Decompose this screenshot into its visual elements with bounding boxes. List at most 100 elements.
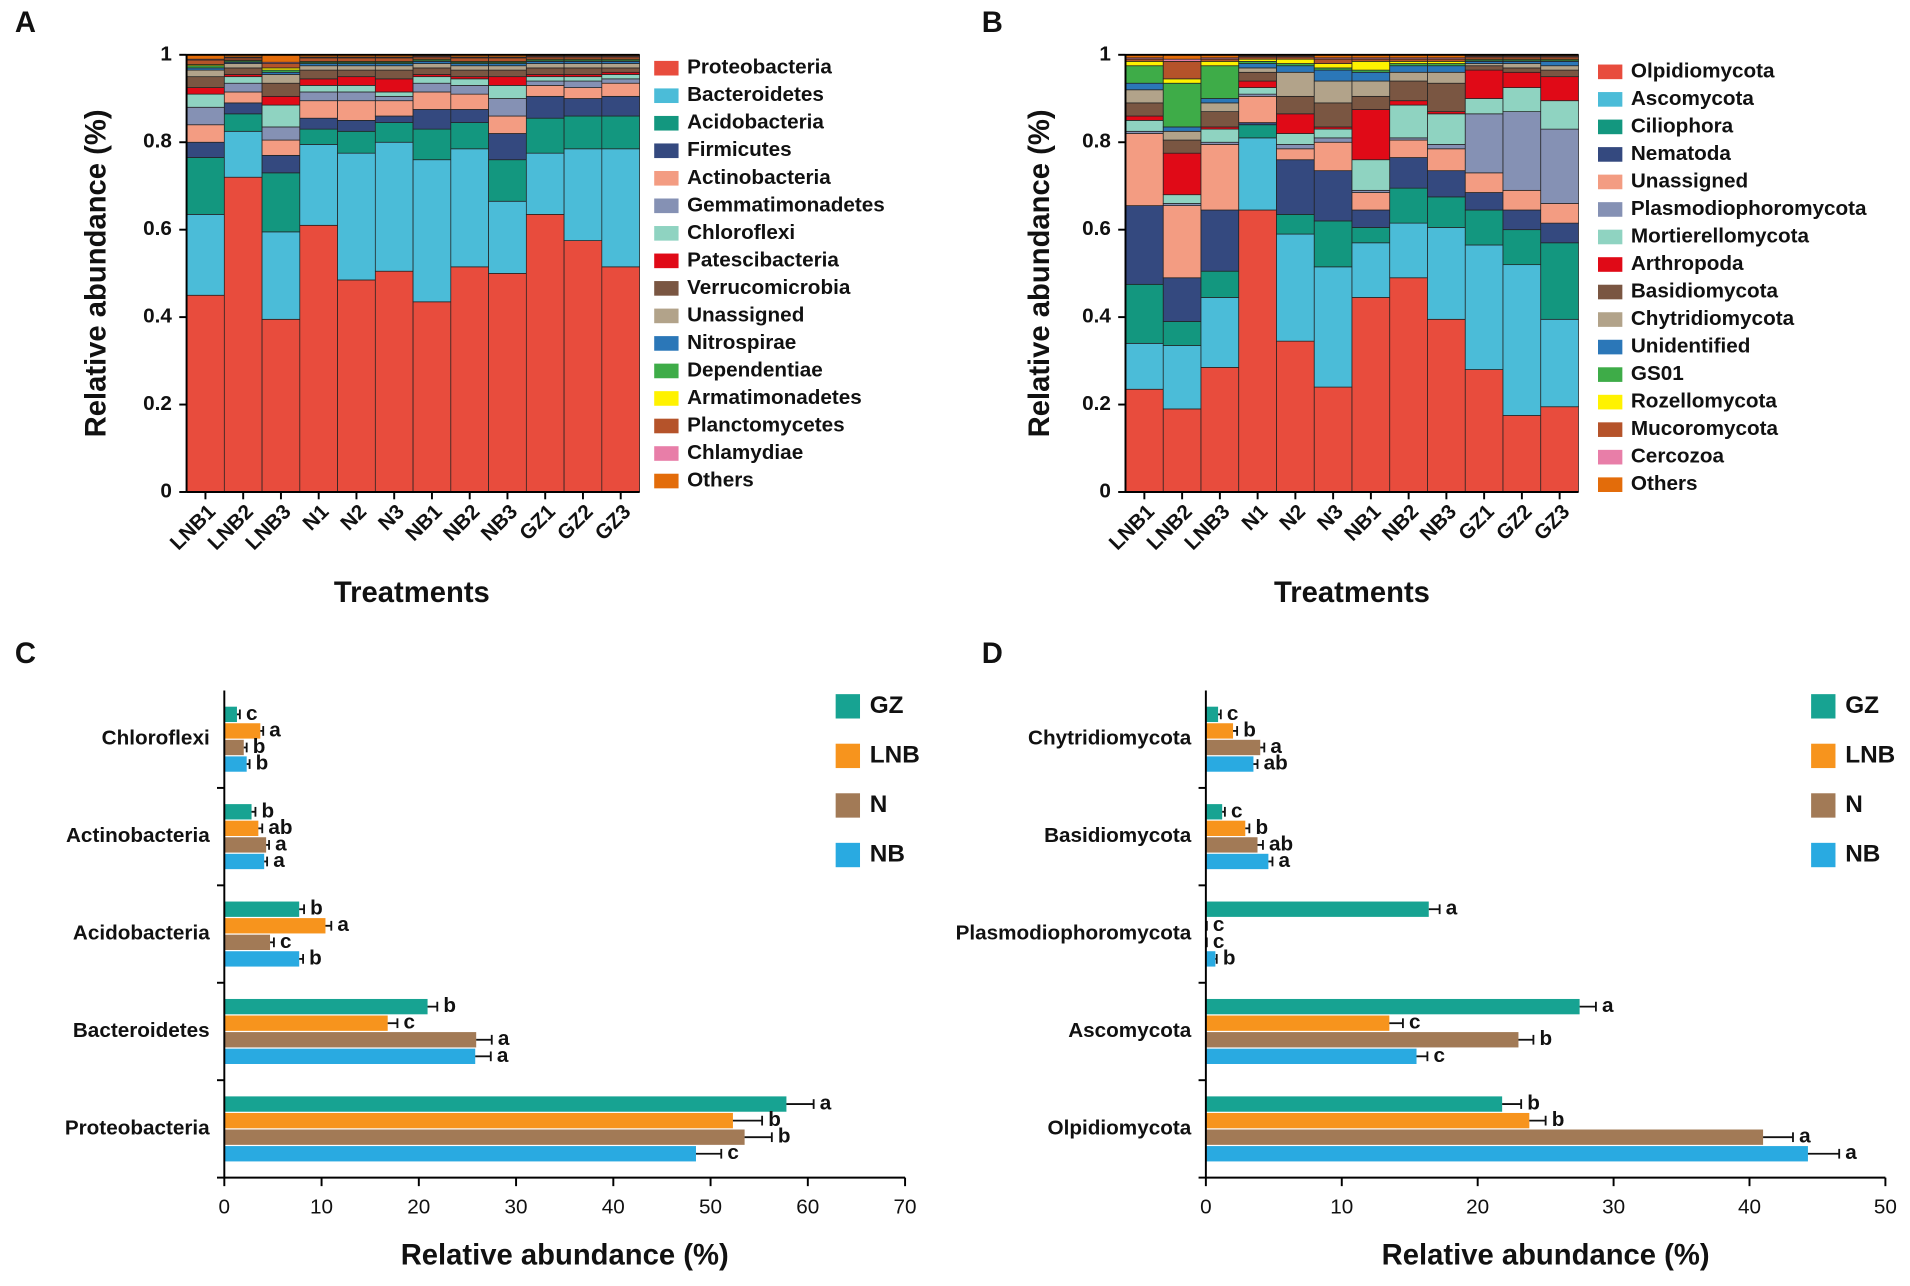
y-tick-label: 0.4 (1082, 305, 1111, 328)
bar-segment (261, 104, 301, 128)
bar-segment (1502, 264, 1542, 416)
bar-segment (1200, 128, 1240, 143)
bar-segment (261, 82, 301, 97)
bar-segment (337, 69, 376, 78)
x-tick-label: 0 (1200, 1196, 1212, 1219)
legend-label: N (870, 791, 888, 818)
bar-segment (1276, 113, 1315, 134)
y-tick-label: 0.2 (143, 392, 172, 415)
bar-segment (601, 115, 640, 150)
significance-label: b (1527, 1092, 1540, 1115)
bar-segment (1313, 63, 1353, 69)
x-tick-label: GZ2 (553, 500, 598, 545)
significance-label: b (310, 897, 323, 920)
legend-swatch (1598, 449, 1623, 465)
bar-segment (563, 67, 603, 75)
bar-segment (1125, 342, 1164, 390)
bar-segment (488, 133, 527, 161)
bar-segment (525, 67, 565, 75)
legend-swatch (1598, 367, 1623, 382)
bar (1205, 901, 1429, 917)
bar-segment (337, 279, 376, 493)
x-tick-label: 50 (699, 1196, 722, 1219)
y-tick-label: 0.8 (1082, 130, 1111, 153)
bar-segment (374, 95, 414, 102)
legend-swatch (835, 842, 861, 868)
bar-segment (186, 93, 225, 108)
legend-label: Planctomycetes (687, 413, 845, 436)
bar-segment (1125, 388, 1164, 493)
legend-swatch (1811, 743, 1836, 769)
bar-segment (1389, 157, 1428, 189)
bar-segment (1162, 82, 1202, 128)
bar-segment (601, 148, 640, 268)
bar-segment (1427, 170, 1466, 198)
legend-swatch (654, 391, 679, 406)
bar-segment (1276, 340, 1315, 493)
bar-segment (1200, 102, 1240, 113)
bar (224, 951, 300, 967)
bar-segment (1276, 71, 1315, 97)
bar-segment (299, 128, 338, 145)
bar-segment (1313, 220, 1353, 268)
bar (224, 1015, 388, 1031)
bar-segment (261, 318, 301, 493)
significance-label: c (1213, 913, 1225, 936)
significance-label: b (309, 946, 322, 969)
bar-segment (450, 69, 489, 78)
legend-swatch (1598, 174, 1623, 190)
bar (1205, 1048, 1417, 1064)
bar-segment (1162, 277, 1202, 322)
legend-label: Ciliophora (1631, 114, 1734, 137)
bar-segment (261, 126, 301, 141)
bar-segment (1427, 65, 1466, 73)
legend-swatch (654, 473, 679, 489)
bar-segment (563, 98, 603, 117)
bar-segment (1276, 58, 1315, 64)
bar-segment (1125, 102, 1164, 117)
bar-segment (1313, 128, 1353, 139)
legend-label: N (1845, 791, 1863, 818)
bar-segment (450, 148, 489, 268)
legend-label: NB (870, 840, 905, 867)
bar-segment (1540, 65, 1579, 71)
legend-label: LNB (870, 741, 920, 768)
category-label: Proteobacteria (65, 1116, 210, 1139)
bar-segment (374, 100, 414, 117)
legend-label: Unassigned (1631, 169, 1748, 192)
x-tick-label: NB1 (1340, 500, 1386, 546)
bar-segment (450, 65, 489, 71)
significance-label: ab (1264, 752, 1288, 775)
bar-segment (299, 224, 338, 493)
category-label: Acidobacteria (73, 922, 210, 945)
bar-segment (1351, 297, 1391, 493)
bar (224, 723, 261, 739)
bar-segment (261, 154, 301, 174)
bar (224, 706, 237, 723)
significance-label: b (768, 1108, 781, 1131)
significance-label: b (1255, 816, 1268, 839)
bar-segment (1540, 406, 1579, 493)
legend-label: Nematoda (1631, 142, 1732, 165)
legend-label: Chloroflexi (687, 221, 795, 244)
significance-label: c (1409, 1011, 1421, 1034)
legend-swatch (654, 226, 679, 241)
y-tick-label: 0 (1099, 479, 1111, 502)
significance-label: a (497, 1044, 509, 1067)
bar-segment (1238, 95, 1277, 123)
bar-segment (412, 63, 452, 69)
legend-swatch (1598, 64, 1623, 80)
significance-label: c (246, 702, 258, 725)
bar-segment (299, 78, 338, 86)
bar-segment (1389, 71, 1428, 82)
bar-segment (337, 100, 376, 121)
x-tick-label: NB2 (439, 500, 485, 546)
bar-segment (563, 87, 603, 99)
significance-label: a (820, 1092, 832, 1115)
bar-segment (1464, 369, 1504, 493)
bar-segment (1351, 227, 1391, 244)
legend-label: LNB (1845, 741, 1895, 768)
panel-label: C (15, 638, 36, 670)
bar-segment (412, 109, 452, 130)
bar-segment (1389, 139, 1428, 158)
